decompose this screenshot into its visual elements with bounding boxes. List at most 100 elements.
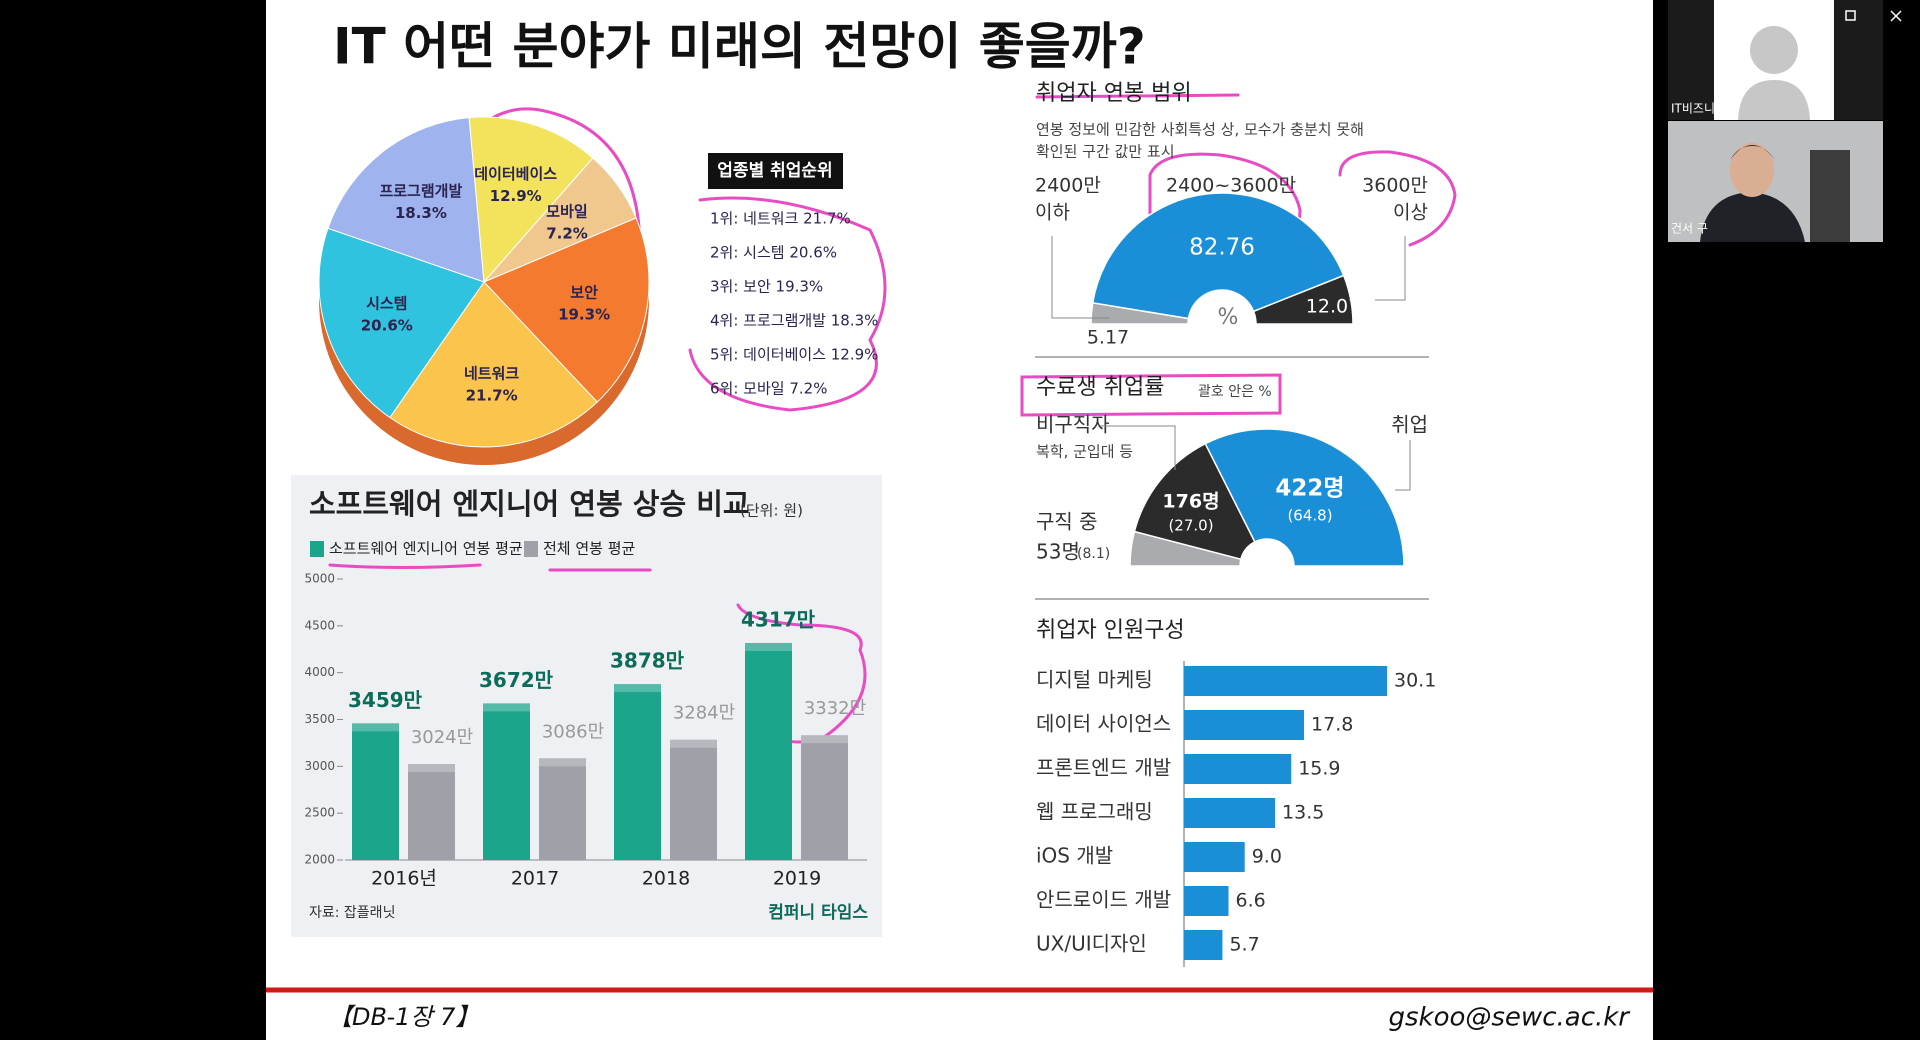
- restore-button[interactable]: [1845, 10, 1856, 21]
- category-label: 프론트엔드 개발: [1036, 756, 1171, 780]
- donut-value-label: 53명: [1036, 540, 1080, 564]
- donut-category: 3600만: [1362, 175, 1428, 197]
- x-tick-label: 2019: [773, 868, 821, 890]
- value-label: 30.1: [1394, 670, 1436, 692]
- pie-value-label: 12.9%: [490, 187, 542, 205]
- leader-line: [1100, 425, 1176, 470]
- donut-category: 2400~3600만: [1166, 175, 1296, 197]
- chair: [1810, 150, 1850, 242]
- value-label: 6.6: [1236, 890, 1266, 912]
- pie-label: 데이터베이스: [474, 165, 557, 183]
- donut-segment: [1252, 274, 1354, 325]
- category-label: 데이터 사이언스: [1036, 712, 1171, 736]
- slide-title: IT 어떤 분야가 미래의 전망이 좋을까?: [333, 18, 1146, 76]
- donut-category: 2400만: [1035, 175, 1101, 197]
- y-tick-label: 3000: [304, 759, 335, 773]
- ranking-item: 4위: 프로그램개발 18.3%: [710, 312, 878, 330]
- pie-value-label: 21.7%: [466, 387, 518, 405]
- donut-value-label: 82.76: [1189, 235, 1255, 261]
- avatar-body: [1738, 80, 1810, 120]
- donut-value-label: 176명: [1162, 491, 1219, 513]
- bar: [539, 758, 586, 860]
- value-label: 3086만: [542, 721, 604, 742]
- section-title: 수료생 취업률: [1036, 375, 1164, 400]
- category-label: 웹 프로그래밍: [1036, 800, 1153, 824]
- legend-label: 소프트웨어 엔지니어 연봉 평균: [329, 540, 523, 558]
- bar: [1184, 666, 1387, 696]
- bar: [483, 703, 530, 860]
- participant-name: 건서 구: [1671, 222, 1708, 236]
- brand: 컴퍼니 타임스: [768, 902, 868, 923]
- bar: [408, 764, 455, 860]
- avatar-head: [1750, 26, 1798, 74]
- value-label: 17.8: [1311, 714, 1353, 736]
- value-label: 13.5: [1282, 802, 1324, 824]
- bar: [670, 739, 717, 860]
- category-label: iOS 개발: [1036, 844, 1113, 868]
- legend-swatch: [310, 541, 324, 557]
- x-tick-label: 2018: [642, 868, 690, 890]
- pie-value-label: 18.3%: [395, 204, 447, 222]
- bar: [1184, 842, 1245, 872]
- category-label: 디지털 마케팅: [1036, 668, 1153, 692]
- category-label: 안드로이드 개발: [1036, 888, 1171, 912]
- donut-share-label: (27.0): [1168, 517, 1213, 535]
- bar-top: [483, 703, 530, 712]
- donut-category-note: 복학, 군입대 등: [1036, 443, 1133, 461]
- value-label: 9.0: [1252, 846, 1282, 868]
- chart-subtitle: (단위: 원): [740, 502, 803, 520]
- pie-slice: [483, 217, 650, 403]
- donut-share-label: (8.1): [1077, 546, 1110, 562]
- bar: [614, 684, 661, 860]
- category-label: UX/UI디자인: [1036, 932, 1147, 956]
- footer-right: gskoo@sewc.ac.kr: [1388, 1003, 1631, 1033]
- ranking-item: 3위: 보안 19.3%: [710, 278, 823, 296]
- pie-label: 네트워크: [464, 365, 519, 383]
- bar-top: [745, 642, 792, 651]
- donut-segment: [1091, 192, 1345, 320]
- value-label: 3878만: [610, 649, 685, 673]
- bar-top: [801, 735, 848, 744]
- value-label: 5.7: [1229, 934, 1259, 956]
- ranking-item: 2위: 시스템 20.6%: [710, 244, 837, 262]
- y-tick-label: 4000: [304, 665, 335, 679]
- bar-top: [352, 723, 399, 732]
- donut-value-label: 12.07: [1306, 296, 1360, 318]
- bar: [745, 642, 792, 860]
- leader-line: [1051, 236, 1110, 319]
- source-note: 자료: 잡플래닛: [309, 905, 395, 921]
- value-label: 3024만: [411, 727, 473, 748]
- legend-label: 전체 연봉 평균: [543, 540, 636, 558]
- ranking-item: 1위: 네트워크 21.7%: [710, 210, 851, 228]
- bar-top: [539, 758, 586, 767]
- pie-value-label: 19.3%: [558, 306, 610, 324]
- participant-name: IT비즈니스과: [1671, 102, 1737, 116]
- ranking-title: 업종별 취업순위: [717, 160, 832, 181]
- bar: [1184, 754, 1292, 784]
- value-label: 3672만: [479, 668, 554, 692]
- pie-slice: [389, 281, 598, 448]
- person-face: [1730, 143, 1774, 197]
- pie-label: 모바일: [546, 203, 587, 221]
- bar: [352, 723, 399, 860]
- person-body: [1700, 192, 1805, 242]
- bar: [1184, 886, 1229, 916]
- donut-value-label: 5.17: [1087, 327, 1129, 349]
- value-label: 3332만: [804, 698, 866, 719]
- y-tick-label: 2000: [304, 853, 335, 867]
- bar: [1184, 930, 1223, 960]
- x-tick-label: 2017: [511, 868, 559, 890]
- close-button[interactable]: [1890, 10, 1902, 22]
- ranking-title-bg: [708, 153, 843, 189]
- pie-label: 보안: [570, 284, 598, 302]
- pie-slice: [318, 227, 485, 419]
- y-tick-label: 3500: [304, 712, 335, 726]
- y-tick-label: 4500: [304, 618, 335, 632]
- x-tick-label: 2016년: [371, 868, 437, 890]
- bar: [801, 735, 848, 860]
- donut-share-label: (64.8): [1287, 507, 1332, 525]
- pie-label: 프로그램개발: [379, 182, 462, 200]
- person-hair: [1730, 145, 1775, 160]
